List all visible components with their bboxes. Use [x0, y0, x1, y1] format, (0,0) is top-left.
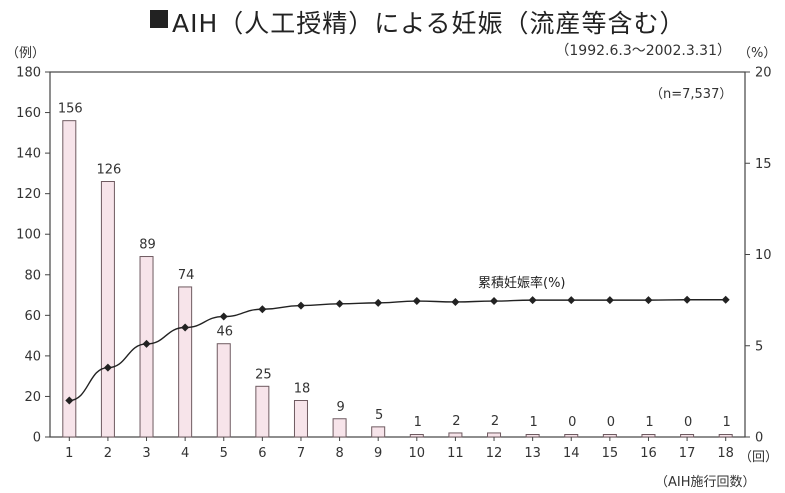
bar-label: 9	[336, 400, 344, 415]
x-tick-label: 1	[65, 446, 73, 461]
bar	[62, 120, 77, 438]
x-tick-label: 16	[640, 446, 657, 461]
x-tick-label: 10	[409, 446, 426, 461]
bar-label: 1	[645, 415, 653, 430]
chart-subtitle: （1992.6.3〜2002.3.31）	[555, 43, 731, 59]
bar-label: 156	[58, 102, 83, 117]
bar-label: 18	[294, 382, 311, 397]
bar-label: 46	[216, 325, 233, 340]
cumulative-rate-point	[65, 396, 74, 405]
y-left-axis-label: （例）	[6, 46, 46, 61]
y-left-tick-label: 80	[24, 268, 41, 283]
bar	[641, 434, 656, 438]
bar	[718, 434, 733, 438]
cumulative-rate-point	[296, 301, 305, 310]
x-tick-label: 5	[220, 446, 228, 461]
y-right-tick-label: 10	[755, 248, 772, 263]
x-tick-label: 18	[717, 446, 734, 461]
y-right-tick-label: 5	[755, 339, 763, 354]
cumulative-rate-point	[605, 296, 614, 305]
y-left-tick-label: 40	[24, 349, 41, 364]
x-tick-label: 4	[181, 446, 189, 461]
title-square-icon	[150, 10, 168, 28]
bar	[255, 385, 270, 438]
bar	[371, 426, 386, 438]
bar-label: 1	[723, 415, 731, 430]
plot-frame	[49, 71, 746, 438]
bar	[525, 434, 540, 438]
cumulative-rate-point	[219, 312, 228, 321]
cumulative-rate-point	[374, 298, 383, 307]
x-tick-label: 14	[563, 446, 580, 461]
cumulative-rate-point	[683, 295, 692, 304]
bar	[216, 343, 231, 438]
bar-label: 1	[414, 415, 422, 430]
x-tick-label: 15	[602, 446, 619, 461]
cumulative-rate-point	[528, 296, 537, 305]
x-axis-label: （AIH施行回数）	[655, 475, 756, 490]
bar	[100, 181, 115, 438]
bar-label: 2	[491, 414, 499, 429]
bar	[680, 434, 695, 438]
y-left-tick-label: 0	[33, 431, 41, 446]
y-right-axis-label: （%）	[738, 46, 777, 61]
cumulative-rate-point	[490, 297, 499, 306]
y-left-tick-label: 120	[16, 187, 41, 202]
bar-label: 0	[684, 415, 692, 430]
y-left-tick-label: 20	[24, 390, 41, 405]
bar-label: 2	[452, 414, 460, 429]
bar	[293, 400, 308, 438]
bar-label: 0	[568, 415, 576, 430]
bar-label: 25	[255, 367, 272, 382]
x-tick-label: 6	[258, 446, 266, 461]
bar-label: 0	[607, 415, 615, 430]
bar	[487, 432, 502, 438]
x-tick-label: 12	[486, 446, 503, 461]
y-right-tick-label: 0	[755, 431, 763, 446]
x-tick-label: 9	[374, 446, 382, 461]
bar-label: 5	[375, 408, 383, 423]
cumulative-rate-point	[567, 296, 576, 305]
bar-label: 126	[97, 163, 122, 178]
bar	[448, 432, 463, 438]
bar	[332, 418, 347, 438]
bar	[178, 286, 193, 438]
cumulative-rate-point	[335, 299, 344, 308]
y-left-tick-label: 180	[16, 66, 41, 81]
cumulative-rate-point	[412, 297, 421, 306]
cumulative-rate-line	[69, 299, 726, 402]
bar-label: 74	[178, 268, 195, 283]
chart-title: AIH（人工授精）による妊娠（流産等含む）	[172, 9, 686, 38]
y-right-tick-label: 15	[755, 157, 772, 172]
x-tick-label: 8	[335, 446, 343, 461]
y-left-tick-label: 100	[16, 228, 41, 243]
y-left-tick-label: 140	[16, 147, 41, 162]
x-unit-label: （回）	[739, 450, 779, 465]
bar	[409, 434, 424, 438]
x-tick-label: 13	[524, 446, 541, 461]
cumulative-rate-point	[103, 363, 112, 372]
cumulative-rate-point	[644, 296, 653, 305]
bar-label: 1	[529, 415, 537, 430]
x-tick-label: 3	[142, 446, 150, 461]
y-left-tick-label: 60	[24, 309, 41, 324]
bar-label: 89	[139, 238, 156, 253]
sample-size-annotation: （n=7,537）	[650, 87, 733, 102]
cumulative-rate-point	[142, 339, 151, 348]
bar	[564, 434, 579, 438]
x-tick-label: 17	[679, 446, 696, 461]
cumulative-rate-point	[451, 297, 460, 306]
y-right-tick-label: 20	[755, 66, 772, 81]
cumulative-rate-series-label: 累積妊娠率(%)	[478, 275, 566, 291]
cumulative-rate-point	[721, 295, 730, 304]
x-tick-label: 11	[447, 446, 464, 461]
x-tick-label: 7	[297, 446, 305, 461]
cumulative-rate-point	[258, 305, 267, 314]
cumulative-rate-point	[181, 323, 190, 332]
y-left-tick-label: 160	[16, 106, 41, 121]
bar	[602, 434, 617, 438]
x-tick-label: 2	[104, 446, 112, 461]
